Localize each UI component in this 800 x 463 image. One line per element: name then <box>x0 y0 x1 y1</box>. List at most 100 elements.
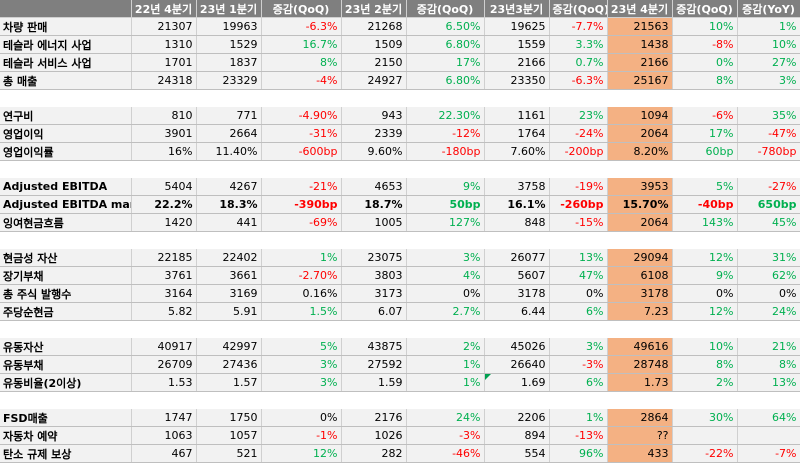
table-cell: 13% <box>737 373 800 392</box>
table-cell: 0% <box>406 284 485 303</box>
header-row: 22년 4분기 23년 1분기 증감(QoQ) 23년 2분기 증감(QoQ) 23년3분… <box>0 0 800 18</box>
table-row: 현금성 자산 22185 22402 1% 23075 3% 26077 13% 29094 12… <box>0 249 800 267</box>
table-cell: 18.3% <box>196 195 262 214</box>
highlighted-cell: 1.73 <box>607 373 673 392</box>
table-cell: 23329 <box>196 71 262 90</box>
table-cell: 1% <box>406 355 485 374</box>
table-cell: 45026 <box>484 338 550 356</box>
table-cell: -600bp <box>261 142 342 161</box>
table-cell: 1% <box>737 17 800 36</box>
table-cell: 521 <box>196 444 262 463</box>
table-cell: 127% <box>406 213 485 232</box>
table-cell: 21268 <box>341 17 407 36</box>
table-cell: 3% <box>261 373 342 392</box>
table-row: 유동부채 26709 27436 3% 27592 1% 26640 -3% 28748 8% 8% <box>0 355 800 374</box>
table-cell: 1% <box>261 249 342 267</box>
table-cell: 27% <box>737 53 800 72</box>
table-cell: -2.70% <box>261 266 342 285</box>
table-cell: 50bp <box>406 195 485 214</box>
table-cell: 282 <box>341 444 407 463</box>
table-cell: 1026 <box>341 426 407 445</box>
table-cell: 3169 <box>196 284 262 303</box>
table-cell: 0% <box>549 284 608 303</box>
spacer-cell <box>0 320 800 338</box>
highlighted-cell: 29094 <box>607 249 673 267</box>
table-cell: 4% <box>406 266 485 285</box>
table-cell: 3% <box>261 355 342 374</box>
table-cell: 3803 <box>341 266 407 285</box>
table-cell: 943 <box>341 107 407 125</box>
column-header: 증감(QoQ) <box>549 0 608 18</box>
table-cell: 9% <box>406 178 485 196</box>
table-cell: 96% <box>549 444 608 463</box>
row-label: 유동비율(2이상) <box>0 373 132 392</box>
table-cell: -40bp <box>672 195 738 214</box>
table-cell: 7.60% <box>484 142 550 161</box>
highlighted-cell: 8.20% <box>607 142 673 161</box>
table-cell: 5404 <box>131 178 197 196</box>
table-cell: 3% <box>549 338 608 356</box>
highlighted-cell: 2064 <box>607 124 673 143</box>
table-row: 자동차 예약 1063 1057 -1% 1026 -3% 894 -13%?? <box>0 426 800 445</box>
table-cell: 6.50% <box>406 17 485 36</box>
spacer-cell <box>0 89 800 107</box>
highlighted-cell: 2166 <box>607 53 673 72</box>
table-cell: 64% <box>737 409 800 427</box>
row-label: 총 주식 발행수 <box>0 284 132 303</box>
table-cell: 5% <box>261 338 342 356</box>
table-cell: -7% <box>737 444 800 463</box>
table-cell: -3% <box>406 426 485 445</box>
table-cell: -24% <box>549 124 608 143</box>
table-cell: 3761 <box>131 266 197 285</box>
table-cell: -8% <box>672 35 738 54</box>
table-cell: 3164 <box>131 284 197 303</box>
highlighted-cell: 1094 <box>607 107 673 125</box>
table-cell: 5% <box>672 178 738 196</box>
column-header: 23년 4분기 <box>607 0 673 18</box>
highlighted-cell: 1438 <box>607 35 673 54</box>
table-cell: 60bp <box>672 142 738 161</box>
table-row: 유동자산 40917 42997 5% 43875 2% 45026 3% 49616 10% 21… <box>0 338 800 356</box>
table-cell: 1.5% <box>261 302 342 321</box>
table-cell: -22% <box>672 444 738 463</box>
table-cell: -12% <box>406 124 485 143</box>
table-cell: -47% <box>737 124 800 143</box>
spacer-row <box>0 89 800 107</box>
table-cell: 6.80% <box>406 71 485 90</box>
header-corner <box>0 0 132 18</box>
row-label: 차량 판매 <box>0 17 132 36</box>
table-cell: 10% <box>672 338 738 356</box>
table-cell: 23% <box>549 107 608 125</box>
table-cell: -31% <box>261 124 342 143</box>
table-cell: -180bp <box>406 142 485 161</box>
spacer-cell <box>0 391 800 409</box>
highlighted-cell: 3953 <box>607 178 673 196</box>
table-cell: 6% <box>549 302 608 321</box>
table-cell: 21307 <box>131 17 197 36</box>
table-cell: 1310 <box>131 35 197 54</box>
table-cell: 2.7% <box>406 302 485 321</box>
table-cell: 13% <box>549 249 608 267</box>
table-cell: 27436 <box>196 355 262 374</box>
table-cell: -780bp <box>737 142 800 161</box>
table-cell: 894 <box>484 426 550 445</box>
column-header: 23년 1분기 <box>196 0 262 18</box>
table-cell: 17% <box>406 53 485 72</box>
row-label: 테슬라 에너지 사업 <box>0 35 132 54</box>
table-cell: 1% <box>549 409 608 427</box>
table-cell: 62% <box>737 266 800 285</box>
row-label: 연구비 <box>0 107 132 125</box>
table-cell: 8% <box>672 355 738 374</box>
row-label: 잉여현금흐름 <box>0 213 132 232</box>
table-cell: 3901 <box>131 124 197 143</box>
column-header: 증감(QoQ) <box>672 0 738 18</box>
table-cell: 10% <box>672 17 738 36</box>
table-row: 총 매출 24318 23329 -4% 24927 6.80% 23350 -6.3% 251… <box>0 71 800 90</box>
table-cell: -6% <box>672 107 738 125</box>
table-cell: 26709 <box>131 355 197 374</box>
table-cell: 1063 <box>131 426 197 445</box>
row-label: 영업이익률 <box>0 142 132 161</box>
table-cell: -19% <box>549 178 608 196</box>
table-cell: 0% <box>261 409 342 427</box>
column-header: 23년 2분기 <box>341 0 407 18</box>
